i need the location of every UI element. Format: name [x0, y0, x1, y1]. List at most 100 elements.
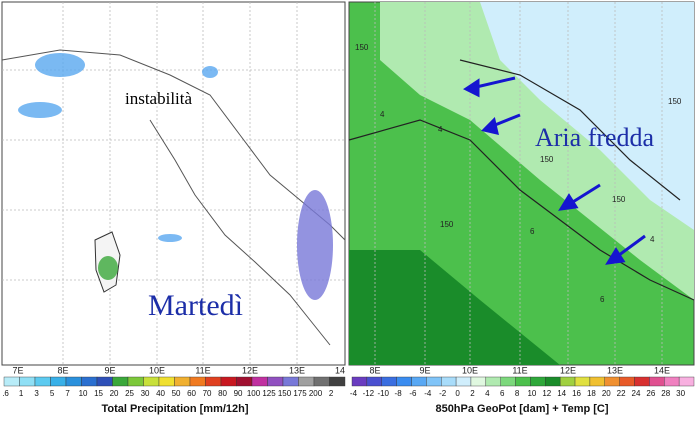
colorbar-swatch [3, 376, 20, 387]
colorbar-label: 5 [50, 389, 55, 398]
colorbar-swatch [251, 376, 268, 387]
colorbar-label: 90 [234, 389, 243, 398]
annotation: Aria fredda [535, 123, 655, 152]
colorbar-swatch [236, 376, 253, 387]
colorbar-label: 26 [646, 389, 655, 398]
colorbar-swatch [19, 376, 36, 387]
colorbar-swatch [589, 376, 605, 387]
colorbar-swatch [50, 376, 67, 387]
colorbar-label: 15 [94, 389, 103, 398]
colorbar-swatch [158, 376, 175, 387]
colorbar-swatch [282, 376, 299, 387]
colorbar-label: 1 [19, 389, 24, 398]
colorbar-label: -10 [377, 389, 389, 398]
colorbar-caption: Total Precipitation [mm/12h] [101, 403, 248, 415]
colorbar-label: 12 [542, 389, 551, 398]
colorbar-swatch [396, 376, 412, 387]
longitude-label: 7E [12, 365, 23, 375]
longitude-label: 9E [419, 365, 430, 375]
longitude-label: 11E [195, 365, 210, 375]
precip-areas [18, 53, 333, 300]
longitude-label: 12E [242, 365, 258, 375]
colorbar-swatch [351, 376, 368, 387]
longitude-label: 8E [369, 365, 380, 375]
colorbar-swatch [267, 376, 284, 387]
colorbar-swatch [112, 376, 129, 387]
contour-label: 150 [355, 43, 369, 52]
colorbar-swatch [604, 376, 620, 387]
annotation: Martedì [148, 289, 243, 322]
colorbar-label: 10 [527, 389, 536, 398]
colorbar-swatch [664, 376, 680, 387]
colorbar-label: 22 [617, 389, 626, 398]
colorbar-swatch [65, 376, 82, 387]
colorbar-label: 175 [293, 389, 307, 398]
colorbar-label: 100 [247, 389, 261, 398]
contour-label: 6 [530, 227, 535, 236]
longitude-label: 8E [57, 365, 68, 375]
colorbar-label: 40 [156, 389, 165, 398]
colorbar-label: -4 [350, 389, 358, 398]
colorbar-label: 150 [278, 389, 292, 398]
contour-label: 6 [600, 295, 605, 304]
colorbar-swatch [559, 376, 576, 387]
colorbar-label: 200 [309, 389, 323, 398]
contour-label: 4 [380, 110, 385, 119]
colorbar-label: 14 [557, 389, 566, 398]
longitude-labels: 7E 8E 9E 10E 11E 12E 13E 14 [12, 365, 345, 375]
colorbar-label: 2 [470, 389, 475, 398]
colorbar-swatch [81, 376, 98, 387]
right-map: Aria fredda 150 150 150 150 4 4 4 6 6 15… [348, 1, 695, 415]
longitude-label: 9E [104, 365, 115, 375]
longitude-label: 13E [607, 365, 623, 375]
colorbar-swatch [189, 376, 206, 387]
colorbar-swatch [574, 376, 591, 387]
colorbar-swatch [411, 376, 427, 387]
colorbar-swatch [678, 376, 695, 387]
colorbar-swatch [34, 376, 51, 387]
colorbar-label: 2 [329, 389, 334, 398]
colorbar-label: 24 [632, 389, 641, 398]
colorbar-label: 3 [34, 389, 39, 398]
longitude-label: 13E [289, 365, 305, 375]
right-grid [374, 2, 663, 365]
colorbar-swatch [298, 376, 315, 387]
colorbar-label: 30 [141, 389, 150, 398]
longitude-label: 14E [654, 365, 670, 375]
colorbar-swatch [143, 376, 160, 387]
longitude-label: 11E [512, 365, 527, 375]
colorbar-label: 20 [602, 389, 611, 398]
colorbar-label: -2 [439, 389, 447, 398]
longitude-labels: 8E 9E 10E 11E 12E 13E 14E [369, 365, 670, 375]
contour-labels: 150 150 150 150 4 4 4 6 6 150 [355, 43, 682, 304]
colorbar-swatch [127, 376, 144, 387]
colorbar-swatch [381, 376, 397, 387]
colorbar-label: 6 [500, 389, 505, 398]
colorbar-swatch [634, 376, 650, 387]
colorbar-swatch [485, 376, 501, 387]
colorbar-swatch [366, 376, 382, 387]
contour-label: 4 [650, 235, 655, 244]
colorbar: .6 1 3 5 7 10 15 20 25 30 40 50 60 70 80 90 100 125 150 175… [2, 376, 346, 398]
colorbar-label: 28 [661, 389, 670, 398]
colorbar-label: 25 [125, 389, 134, 398]
colorbar-label: 0 [455, 389, 460, 398]
colorbar-swatch [205, 376, 222, 387]
colorbar-swatch [174, 376, 191, 387]
longitude-label: 10E [462, 365, 478, 375]
contour-label: 150 [540, 155, 554, 164]
arrows [463, 76, 646, 265]
colorbar: -4 -12 -10 -8 -6 -4 -2 0 2 4 6 8 10 12 14 16 18 20 22 24 26 2… [350, 376, 695, 398]
colorbar-label: 18 [587, 389, 596, 398]
colorbar-label: 60 [187, 389, 196, 398]
colorbar-caption: 850hPa GeoPot [dam] + Temp [C] [435, 403, 608, 415]
colorbar-label: -12 [363, 389, 375, 398]
contour-label: 4 [438, 125, 443, 134]
colorbar-label: 80 [218, 389, 227, 398]
colorbar-swatch [426, 376, 442, 387]
colorbar-swatch [500, 376, 516, 387]
colorbar-label: -6 [409, 389, 417, 398]
contour-label: 150 [612, 195, 626, 204]
colorbar-label: -4 [424, 389, 432, 398]
